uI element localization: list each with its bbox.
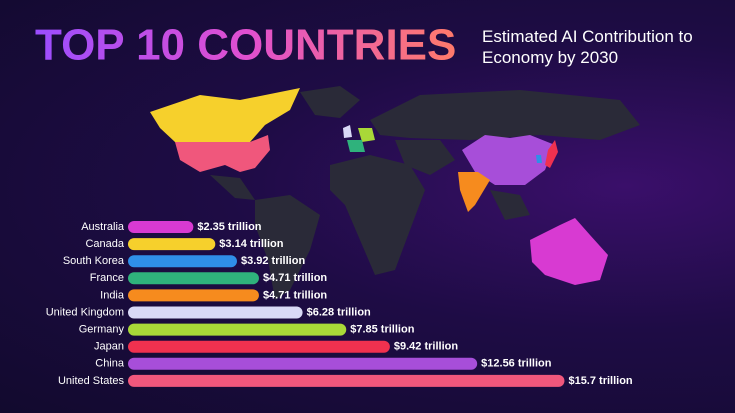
bar bbox=[128, 238, 216, 251]
category-label: Germany bbox=[79, 324, 125, 336]
bar bbox=[128, 272, 259, 285]
value-label: $4.71 trillion bbox=[263, 289, 327, 301]
bar bbox=[128, 340, 390, 353]
value-label: $3.92 trillion bbox=[241, 255, 305, 267]
bar bbox=[128, 374, 565, 387]
bar bbox=[128, 306, 303, 319]
value-label: $6.28 trillion bbox=[307, 306, 371, 318]
value-label: $15.7 trillion bbox=[568, 375, 632, 387]
category-label: India bbox=[100, 289, 125, 301]
value-label: $2.35 trillion bbox=[197, 221, 261, 233]
category-label: Canada bbox=[85, 238, 124, 250]
bar bbox=[128, 323, 347, 336]
bar bbox=[128, 357, 478, 370]
value-label: $9.42 trillion bbox=[394, 341, 458, 353]
category-label: United States bbox=[58, 375, 125, 387]
value-label: $7.85 trillion bbox=[350, 324, 414, 336]
bar bbox=[128, 255, 237, 268]
bar bbox=[128, 289, 259, 302]
category-label: United Kingdom bbox=[46, 306, 124, 318]
world-map bbox=[210, 86, 640, 300]
bar bbox=[128, 221, 194, 233]
value-label: $12.56 trillion bbox=[481, 358, 552, 370]
value-label: $3.14 trillion bbox=[219, 238, 283, 250]
chart-subtitle: Estimated AI Contribution to Economy by … bbox=[482, 27, 693, 67]
category-label: South Korea bbox=[63, 255, 125, 267]
category-label: Australia bbox=[81, 221, 125, 233]
category-label: China bbox=[95, 358, 125, 370]
highlighted-countries bbox=[150, 88, 608, 285]
chart-title: TOP 10 COUNTRIES bbox=[35, 21, 456, 70]
category-label: France bbox=[90, 272, 124, 284]
value-label: $4.71 trillion bbox=[263, 272, 327, 284]
category-label: Japan bbox=[94, 341, 124, 353]
